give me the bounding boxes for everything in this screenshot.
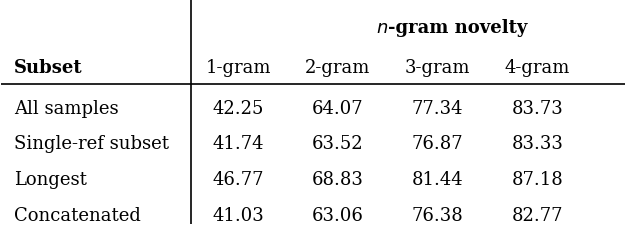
Text: 82.77: 82.77 xyxy=(511,206,563,224)
Text: Single-ref subset: Single-ref subset xyxy=(14,135,169,153)
Text: 68.83: 68.83 xyxy=(312,170,364,188)
Text: 63.06: 63.06 xyxy=(312,206,364,224)
Text: Longest: Longest xyxy=(14,170,87,188)
Text: 64.07: 64.07 xyxy=(312,99,364,117)
Text: 41.74: 41.74 xyxy=(212,135,264,153)
Text: 2-gram: 2-gram xyxy=(305,59,371,77)
Text: 1-gram: 1-gram xyxy=(205,59,271,77)
Text: 83.33: 83.33 xyxy=(511,135,563,153)
Text: -gram novelty: -gram novelty xyxy=(387,19,527,37)
Text: 87.18: 87.18 xyxy=(511,170,563,188)
Text: 81.44: 81.44 xyxy=(412,170,463,188)
Text: 46.77: 46.77 xyxy=(212,170,264,188)
Text: 76.38: 76.38 xyxy=(412,206,463,224)
Text: 77.34: 77.34 xyxy=(412,99,463,117)
Text: All samples: All samples xyxy=(14,99,118,117)
Text: $n$: $n$ xyxy=(376,19,387,37)
Text: 4-gram: 4-gram xyxy=(505,59,570,77)
Text: 76.87: 76.87 xyxy=(412,135,463,153)
Text: Concatenated: Concatenated xyxy=(14,206,141,224)
Text: 63.52: 63.52 xyxy=(312,135,364,153)
Text: 42.25: 42.25 xyxy=(212,99,264,117)
Text: 83.73: 83.73 xyxy=(511,99,563,117)
Text: 41.03: 41.03 xyxy=(212,206,264,224)
Text: Subset: Subset xyxy=(14,59,83,77)
Text: 3-gram: 3-gram xyxy=(405,59,470,77)
